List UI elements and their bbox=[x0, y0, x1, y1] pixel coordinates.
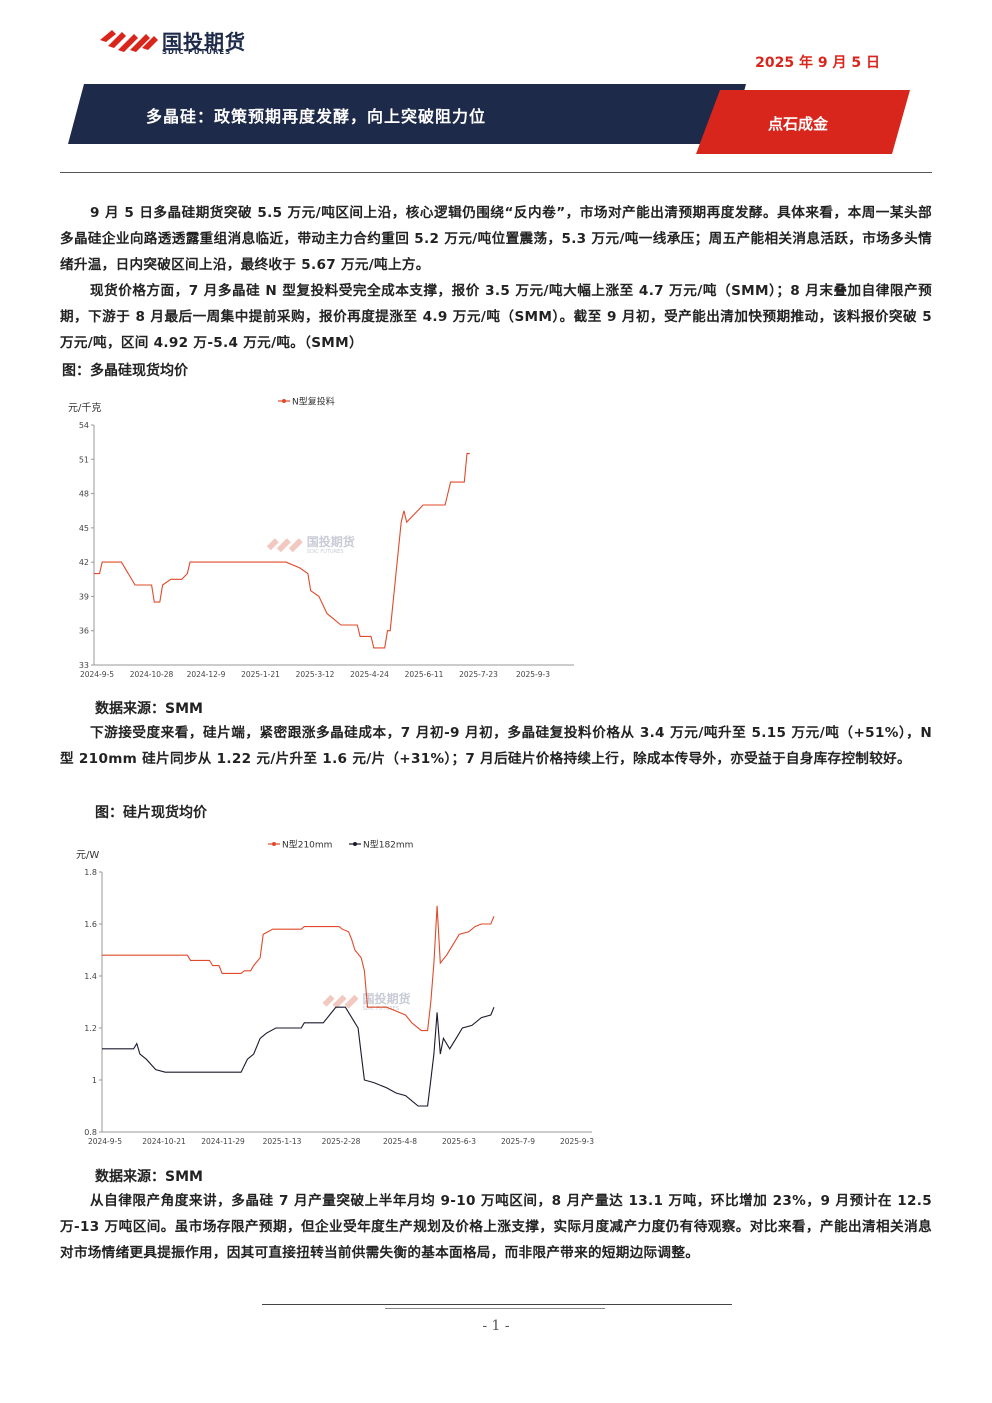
page-number: - 1 - bbox=[482, 1318, 510, 1334]
y-tick-label: 54 bbox=[79, 421, 89, 430]
x-tick-label: 2025-7-9 bbox=[501, 1137, 535, 1146]
legend-marker bbox=[282, 399, 286, 403]
x-tick-label: 2025-2-28 bbox=[322, 1137, 361, 1146]
logo-text: 国投期货 bbox=[162, 30, 246, 54]
watermark-icon bbox=[344, 994, 359, 1009]
page-title: 多晶硅：政策预期再度发酵，向上突破阻力位 bbox=[146, 107, 487, 126]
x-tick-label: 2024-12-9 bbox=[187, 670, 226, 679]
wafer-price-chart: 元/W 0.8 1 1.2 1.4 1.6 1.8 2024-9-5 2024-10-21 202… bbox=[76, 840, 594, 1147]
watermark-icon bbox=[266, 538, 279, 551]
logo-mark-icon bbox=[100, 30, 158, 52]
y-tick-label: 1.6 bbox=[84, 920, 97, 929]
x-tick-label: 2024-11-29 bbox=[201, 1137, 245, 1146]
y-tick-label: 48 bbox=[79, 490, 89, 499]
x-tick-label: 2025-9-3 bbox=[560, 1137, 594, 1146]
logo: 国投期货 SDIC FUTURES bbox=[98, 26, 258, 56]
x-tick-label: 2024-10-28 bbox=[130, 670, 174, 679]
watermark-icon bbox=[322, 994, 335, 1007]
watermark-icon bbox=[276, 538, 291, 553]
watermark-icon bbox=[288, 538, 303, 553]
x-tick-label: 2025-4-24 bbox=[350, 670, 389, 679]
figure-caption-1: 图：多晶硅现货均价 bbox=[62, 363, 188, 379]
x-tick-label: 2024-9-5 bbox=[88, 1137, 122, 1146]
paragraph-3: 下游接受度来看，硅片端，紧密跟涨多晶硅成本，7 月初-9 月初，多晶硅复投料价格… bbox=[60, 725, 932, 767]
x-tick-label: 2025-1-13 bbox=[263, 1137, 302, 1146]
paragraph-2: 现货价格方面，7 月多晶硅 N 型复投料受完全成本支撑，报价 3.5 万元/吨大… bbox=[60, 283, 932, 351]
divider bbox=[60, 172, 932, 173]
legend-marker bbox=[353, 842, 357, 846]
x-tick-label: 2025-1-21 bbox=[241, 670, 280, 679]
watermark-text: 国投期货 bbox=[363, 991, 411, 1006]
footer-divider-short bbox=[385, 1308, 605, 1309]
y-tick-label: 1.8 bbox=[84, 868, 97, 877]
x-tick-label: 2025-9-3 bbox=[516, 670, 550, 679]
y-tick-label: 51 bbox=[79, 455, 89, 464]
y-tick-label: 0.8 bbox=[84, 1128, 97, 1137]
column-tag: 点石成金 bbox=[768, 115, 829, 133]
y-tick-label: 1.2 bbox=[84, 1024, 97, 1033]
data-source-1: 数据来源：SMM bbox=[95, 701, 203, 717]
watermark-subtext: SDIC FUTURES bbox=[363, 1006, 400, 1012]
x-tick-label: 2025-6-3 bbox=[442, 1137, 476, 1146]
legend-label: N型210mm bbox=[282, 840, 332, 851]
footer-divider bbox=[262, 1304, 732, 1305]
watermark-text: 国投期货 bbox=[307, 534, 355, 549]
x-tick-label: 2024-9-5 bbox=[80, 670, 114, 679]
x-tick-label: 2025-7-23 bbox=[459, 670, 498, 679]
legend-marker bbox=[272, 842, 276, 846]
report-date: 2025 年 9 月 5 日 bbox=[755, 55, 880, 71]
paragraph-1: 9 月 5 日多晶硅期货突破 5.5 万元/吨区间上沿，核心逻辑仍围绕“反内卷”… bbox=[60, 205, 932, 273]
y-tick-label: 1 bbox=[92, 1076, 97, 1085]
logo-subtext: SDIC FUTURES bbox=[162, 48, 232, 56]
data-source-2: 数据来源：SMM bbox=[95, 1169, 203, 1185]
x-tick-label: 2025-4-8 bbox=[383, 1137, 417, 1146]
y-axis-label: 元/千克 bbox=[68, 402, 101, 414]
y-tick-label: 1.4 bbox=[84, 972, 97, 981]
figure-caption-2: 图：硅片现货均价 bbox=[95, 805, 207, 821]
y-tick-label: 33 bbox=[79, 661, 89, 670]
paragraph-4: 从自律限产角度来讲，多晶硅 7 月产量突破上半年月均 9-10 万吨区间，8 月… bbox=[60, 1193, 932, 1261]
y-axis-label: 元/W bbox=[76, 850, 99, 861]
title-banner bbox=[68, 84, 910, 154]
x-tick-label: 2024-10-21 bbox=[142, 1137, 186, 1146]
y-tick-label: 45 bbox=[79, 524, 89, 533]
series-line bbox=[102, 1006, 495, 1107]
series-line bbox=[102, 905, 495, 1032]
series-line bbox=[94, 453, 470, 649]
x-tick-label: 2025-6-11 bbox=[405, 670, 444, 679]
legend-label: N型复投料 bbox=[292, 396, 335, 408]
watermark-icon bbox=[332, 994, 347, 1009]
y-tick-label: 42 bbox=[79, 558, 89, 567]
y-tick-label: 39 bbox=[79, 592, 89, 601]
x-tick-label: 2025-3-12 bbox=[296, 670, 335, 679]
legend-label: N型182mm bbox=[363, 840, 413, 851]
polysilicon-price-chart: 元/千克 33 36 39 42 45 48 51 54 2024-9-5 2024-10-28 20… bbox=[68, 396, 574, 679]
watermark-subtext: SDIC FUTURES bbox=[307, 549, 344, 555]
y-tick-label: 36 bbox=[79, 627, 89, 636]
